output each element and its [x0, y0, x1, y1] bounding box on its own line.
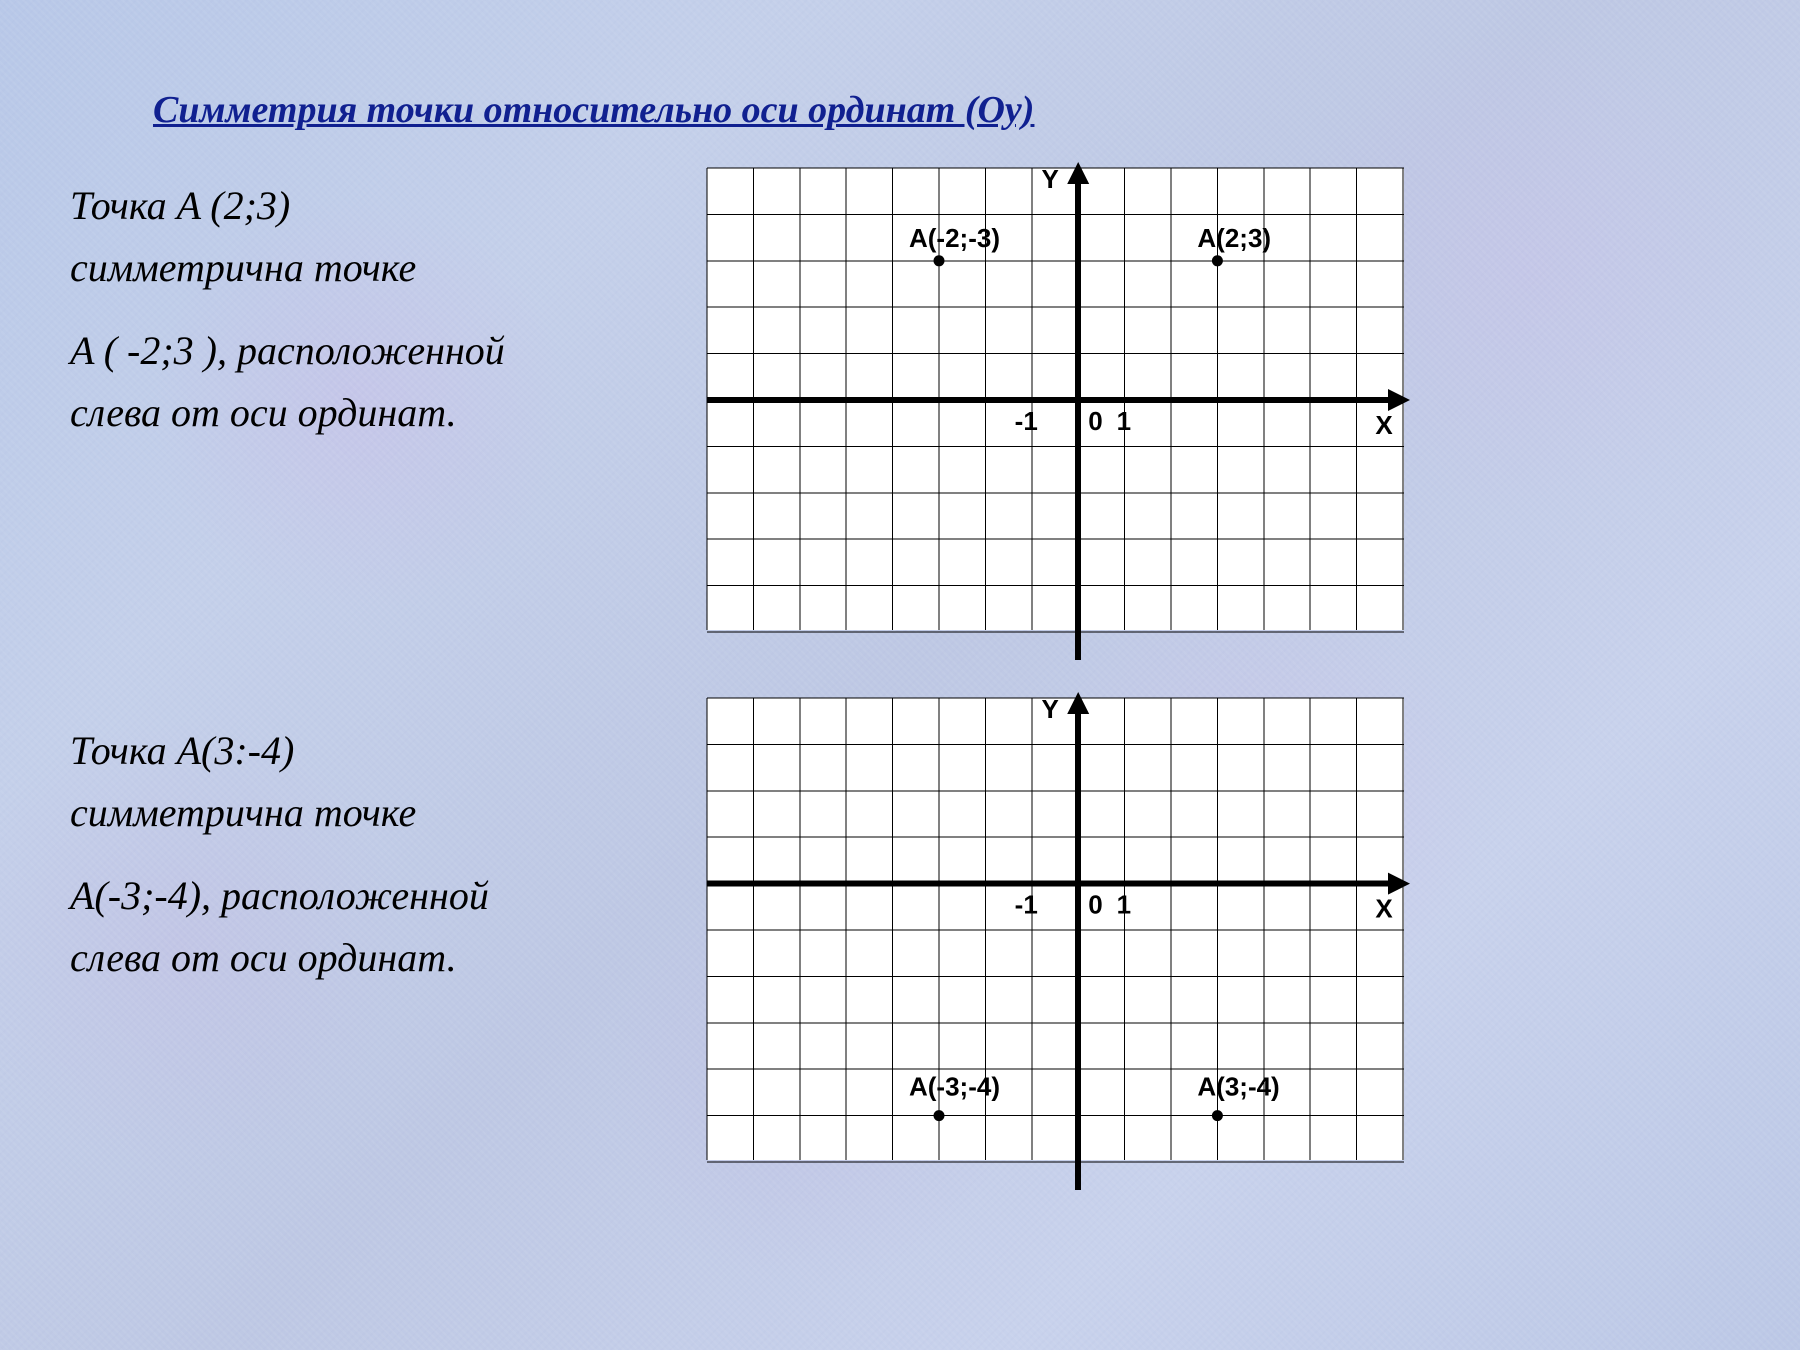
point-label: A(-3;-4)	[909, 1072, 1000, 1102]
text-line: A(-3;-4), расположенной	[70, 865, 489, 927]
paragraph-1: A ( -2;3 ), расположеннойслева от оси ор…	[70, 320, 505, 444]
svg-text:0: 0	[1088, 890, 1102, 920]
text-line: слева от оси ординат.	[70, 927, 489, 989]
svg-text:0: 0	[1088, 406, 1102, 436]
point-label: A(3;-4)	[1197, 1072, 1279, 1102]
svg-text:Y: Y	[1042, 694, 1059, 724]
coordinate-grid-bottom: YX-101A(-3;-4)A(3;-4)	[707, 698, 1404, 1160]
plotted-point	[1212, 255, 1223, 266]
svg-text:Y: Y	[1042, 164, 1059, 194]
svg-text:-1: -1	[1015, 890, 1038, 920]
text-line: A ( -2;3 ), расположенной	[70, 320, 505, 382]
text-line: слева от оси ординат.	[70, 382, 505, 444]
text-line: симметрична точке	[70, 237, 416, 299]
svg-text:X: X	[1375, 410, 1393, 440]
coordinate-grid-top: YX-101A(-2;-3)A(2;3)	[707, 168, 1404, 630]
paragraph-0: Точка A (2;3)симметрична точке	[70, 175, 416, 299]
slide-title: Симметрия точки относительно оси ординат…	[153, 88, 1034, 132]
text-line: Точка A(3:-4)	[70, 720, 416, 782]
paragraph-3: A(-3;-4), расположеннойслева от оси орди…	[70, 865, 489, 989]
svg-text:1: 1	[1117, 890, 1131, 920]
svg-text:-1: -1	[1015, 406, 1038, 436]
plotted-point	[934, 1110, 945, 1121]
plotted-point	[1212, 1110, 1223, 1121]
text-line: Точка A (2;3)	[70, 175, 416, 237]
paragraph-2: Точка A(3:-4)симметрична точке	[70, 720, 416, 844]
point-label: A(2;3)	[1197, 223, 1271, 253]
svg-text:1: 1	[1117, 406, 1131, 436]
point-label: A(-2;-3)	[909, 223, 1000, 253]
plotted-point	[934, 255, 945, 266]
text-line: симметрична точке	[70, 782, 416, 844]
svg-text:X: X	[1375, 894, 1393, 924]
